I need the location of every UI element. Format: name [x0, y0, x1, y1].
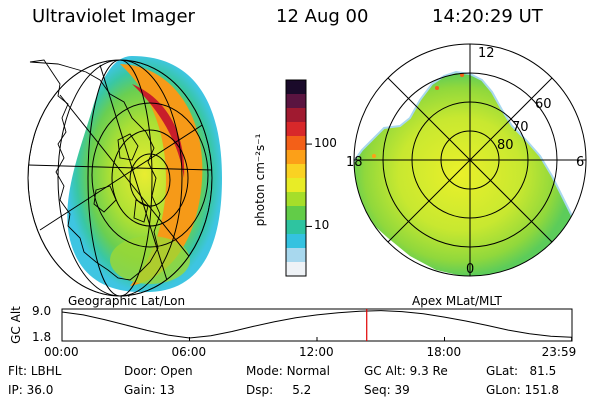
aurora-core-left	[132, 84, 185, 178]
polar-plot	[348, 43, 587, 277]
aurora-band-left	[120, 64, 203, 286]
seq-field: Seq: 39	[364, 383, 410, 397]
time-tick-label: 12:00	[299, 345, 334, 359]
colorbar-swatch	[286, 220, 306, 235]
mlt-label-0: 0	[466, 262, 475, 277]
colorbar-swatch	[286, 80, 306, 95]
colorbar	[285, 79, 312, 277]
gain-value: 13	[159, 383, 175, 397]
apex-label: Apex MLat/MLT	[412, 294, 502, 308]
coastline-east	[93, 133, 149, 223]
colorbar-swatch	[286, 262, 306, 277]
aurora-polar-edge	[354, 70, 573, 217]
time-tick-label: 06:00	[171, 345, 207, 359]
colorbar-swatch	[286, 234, 306, 249]
bright-spot	[435, 86, 439, 90]
flt-value: LBHL	[30, 364, 62, 378]
colorbar-swatch	[286, 136, 306, 151]
geographic-label: Geographic Lat/Lon	[68, 294, 186, 308]
seq-value: 39	[394, 383, 410, 397]
colorbar-swatch	[286, 192, 306, 207]
colorbar-frame	[285, 79, 307, 277]
ip-value: 36.0	[26, 383, 54, 397]
colorbar-unit-label: photon cm⁻²s⁻¹	[253, 133, 267, 227]
gc-alt-ylabel: GC Alt	[9, 306, 23, 344]
geographic-image	[27, 56, 222, 297]
mlat-label-80: 80	[497, 138, 514, 153]
gc-alt-line	[61, 310, 572, 339]
door-value: Open	[160, 364, 193, 378]
gain-field: Gain: 13	[124, 383, 175, 397]
colorbar-swatch	[286, 150, 306, 165]
gcalt-value: 9.3 Re	[409, 364, 448, 378]
colorbar-swatch	[286, 108, 306, 123]
colorbar-swatch	[286, 178, 306, 193]
mlat-label-60: 60	[535, 97, 552, 112]
dsp-value: 5.2	[292, 383, 312, 397]
colorbar-swatch	[286, 164, 306, 179]
ip-field: IP: 36.0	[8, 383, 54, 397]
gcalt-field: GC Alt: 9.3 Re	[364, 364, 448, 378]
glon-value: 151.8	[524, 383, 559, 397]
glat-value: 81.5	[529, 364, 557, 378]
polar-grid	[353, 43, 587, 277]
gc-alt-frame	[61, 308, 573, 342]
colorbar-swatch	[286, 206, 306, 221]
glon-field: GLon: 151.8	[486, 383, 559, 397]
time-tick-label: 00:00	[44, 345, 79, 359]
mlat-label-70: 70	[512, 120, 529, 135]
bright-spot	[372, 154, 376, 158]
mlt-label-6: 6	[576, 155, 585, 170]
instrument-title: Ultraviolet Imager	[32, 6, 195, 27]
dsp-field: Dsp: 5.2	[246, 383, 312, 397]
gc-alt-plot	[61, 308, 573, 342]
bright-spot	[348, 188, 353, 193]
mlt-label-18: 18	[346, 155, 363, 170]
colorbar-swatch	[286, 122, 306, 137]
colorbar-tick-label: 10	[314, 218, 330, 233]
time-tick-label: 23:59	[541, 345, 577, 359]
mode-field: Mode: Normal	[246, 364, 330, 378]
coastline	[29, 59, 161, 281]
date-title: 12 Aug 00	[276, 6, 369, 27]
door-field: Door: Open	[124, 364, 193, 378]
colorbar-swatch	[286, 248, 306, 263]
colorbar-swatch	[286, 94, 306, 109]
mlt-label-12: 12	[478, 46, 495, 61]
time-title: 14:20:29 UT	[432, 6, 543, 27]
colorbar-tick-label: 100	[314, 136, 337, 151]
flt-field: Flt: LBHL	[8, 364, 62, 378]
globe-limb	[27, 59, 213, 297]
mode-value: Normal	[286, 364, 330, 378]
gc-alt-ytick-label: 9.0	[32, 304, 52, 318]
gc-alt-ytick-label: 1.8	[32, 330, 52, 344]
bright-spot	[460, 73, 464, 77]
time-tick-label: 18:00	[426, 345, 462, 359]
glat-field: GLat: 81.5	[486, 364, 557, 378]
